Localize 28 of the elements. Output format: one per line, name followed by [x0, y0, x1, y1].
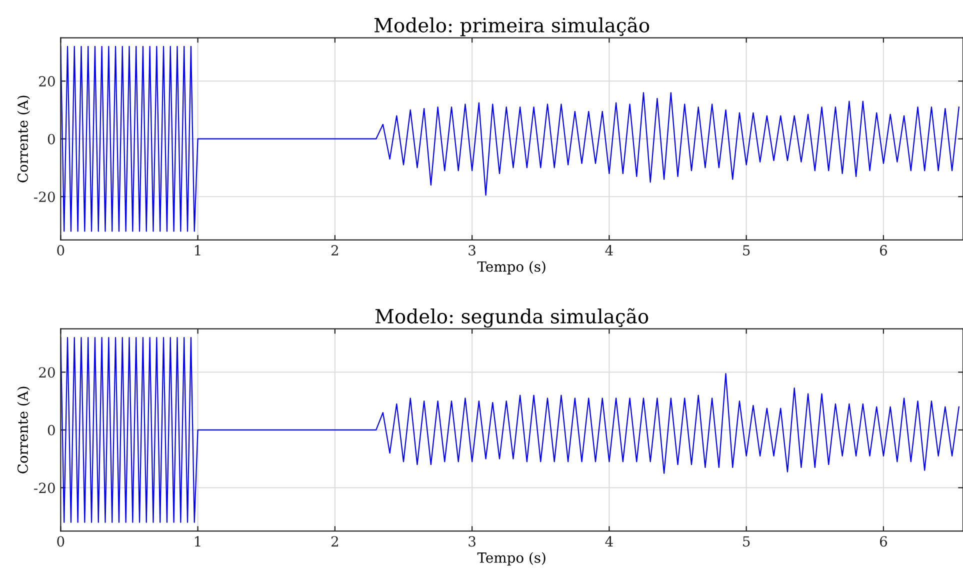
x-tick-label: 1	[195, 536, 200, 546]
chart-title: Modelo: primeira simulação	[374, 17, 650, 36]
x-tick-label: 2	[331, 536, 338, 546]
x-tick-label: 2	[331, 245, 338, 256]
x-axis-title: Tempo (s)	[477, 552, 546, 566]
x-tick-label: 3	[468, 536, 476, 547]
x-tick-label: 3	[468, 245, 476, 256]
x-axis-title: Tempo (s)	[477, 261, 546, 274]
y-axis-title: Corrente (A)	[17, 96, 30, 182]
x-tick-label: 5	[743, 536, 750, 547]
x-tick-label: 6	[880, 536, 888, 547]
x-tick-label: 5	[743, 245, 750, 256]
y-tick-label: 20	[39, 76, 55, 87]
x-tick-label: 4	[605, 536, 613, 546]
x-tick-label: 0	[57, 245, 64, 256]
x-tick-label: 0	[57, 536, 64, 547]
y-tick-label: 20	[39, 367, 55, 378]
line-series	[60, 336, 960, 523]
y-tick-label: -20	[34, 482, 55, 494]
line-series	[60, 46, 960, 232]
x-tick-label: 6	[880, 245, 888, 256]
y-tick-label: 0	[48, 134, 55, 144]
y-tick-label: 0	[48, 424, 55, 436]
y-tick-label: -20	[34, 192, 55, 202]
x-tick-label: 1	[195, 245, 200, 256]
y-axis-title: Corrente (A)	[17, 386, 30, 474]
x-tick-label: 4	[605, 245, 613, 256]
chart-title: Modelo: segunda simulação	[376, 308, 648, 328]
